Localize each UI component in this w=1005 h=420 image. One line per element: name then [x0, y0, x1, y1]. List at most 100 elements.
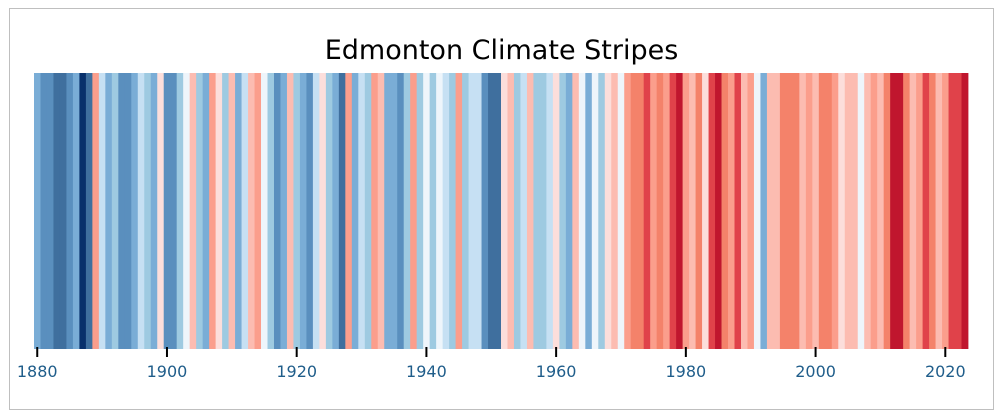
stripe-1954 — [513, 73, 521, 349]
stripe-1884 — [59, 73, 67, 349]
stripe-1955 — [520, 73, 528, 349]
stripe-1930 — [358, 73, 366, 349]
stripe-1899 — [157, 73, 165, 349]
stripe-1919 — [286, 73, 294, 349]
stripe-1911 — [235, 73, 242, 349]
stripe-1985 — [715, 73, 722, 349]
stripe-1962 — [565, 73, 573, 349]
stripe-2016 — [916, 73, 923, 349]
stripe-1979 — [676, 73, 684, 349]
stripe-1934 — [384, 73, 392, 349]
stripe-1959 — [546, 73, 554, 349]
x-tick-label-2000: 2000 — [795, 362, 836, 381]
stripe-1937 — [403, 73, 411, 349]
stripe-1925 — [325, 73, 333, 349]
stripe-1987 — [728, 73, 735, 349]
stripe-1977 — [663, 73, 671, 349]
stripe-2018 — [929, 73, 936, 349]
stripe-1938 — [410, 73, 418, 349]
stripe-1894 — [124, 73, 132, 349]
stripe-2023 — [961, 73, 969, 349]
stripe-1986 — [721, 73, 729, 349]
stripe-1922 — [306, 73, 314, 349]
stripe-1973 — [637, 73, 645, 349]
stripe-1889 — [92, 73, 100, 349]
stripe-1981 — [689, 73, 696, 349]
stripe-1902 — [176, 73, 184, 349]
stripe-1948 — [475, 73, 482, 349]
stripe-1915 — [261, 73, 268, 349]
stripe-2014 — [903, 73, 911, 349]
stripe-1913 — [248, 73, 255, 349]
stripe-1886 — [72, 73, 80, 349]
stripe-1887 — [79, 73, 87, 349]
x-tick-label-1940: 1940 — [406, 362, 447, 381]
stripe-1908 — [215, 73, 223, 349]
stripe-1997 — [792, 73, 800, 349]
x-tick-label-1960: 1960 — [536, 362, 577, 381]
stripe-2013 — [896, 73, 904, 349]
stripe-1963 — [572, 73, 580, 349]
stripe-2017 — [922, 73, 930, 349]
stripe-1900 — [163, 73, 171, 349]
stripe-1999 — [805, 73, 813, 349]
stripe-2015 — [909, 73, 917, 349]
stripe-2000 — [812, 73, 820, 349]
x-tick-label-1980: 1980 — [665, 362, 706, 381]
stripe-1912 — [241, 73, 249, 349]
stripe-1943 — [442, 73, 450, 349]
stripe-1983 — [702, 73, 709, 349]
stripe-1932 — [371, 73, 379, 349]
stripe-1904 — [189, 73, 197, 349]
stripe-1905 — [196, 73, 204, 349]
stripe-1952 — [501, 73, 508, 349]
stripe-1918 — [280, 73, 288, 349]
stripe-2009 — [870, 73, 878, 349]
stripe-2011 — [883, 73, 891, 349]
stripe-1903 — [183, 73, 191, 349]
stripe-1982 — [695, 73, 703, 349]
stripe-1944 — [449, 73, 456, 349]
stripe-1989 — [740, 73, 748, 349]
stripe-1909 — [222, 73, 229, 349]
stripe-1941 — [429, 73, 437, 349]
stripe-1998 — [799, 73, 807, 349]
stripe-1916 — [267, 73, 275, 349]
stripe-1960 — [552, 73, 560, 349]
stripe-1888 — [85, 73, 93, 349]
stripe-1996 — [786, 73, 794, 349]
stripe-1951 — [494, 73, 502, 349]
stripe-1969 — [611, 73, 619, 349]
stripe-1990 — [747, 73, 755, 349]
stripe-1942 — [436, 73, 444, 349]
stripe-1978 — [669, 73, 677, 349]
stripe-1881 — [40, 73, 48, 349]
stripe-1993 — [766, 73, 774, 349]
stripe-1972 — [630, 73, 638, 349]
stripe-1991 — [753, 73, 761, 349]
stripe-1975 — [650, 73, 658, 349]
stripe-1953 — [507, 73, 515, 349]
stripe-1927 — [338, 73, 346, 349]
stripe-1992 — [760, 73, 768, 349]
stripe-1961 — [559, 73, 567, 349]
stripe-1984 — [708, 73, 716, 349]
x-tick-label-1880: 1880 — [17, 362, 58, 381]
stripe-1880 — [34, 73, 41, 349]
stripe-1917 — [273, 73, 281, 349]
stripe-1920 — [293, 73, 301, 349]
stripe-1949 — [481, 73, 489, 349]
stripe-1931 — [364, 73, 372, 349]
stripe-1923 — [312, 73, 320, 349]
stripe-1945 — [455, 73, 463, 349]
stripes-group — [34, 73, 969, 349]
stripe-1883 — [53, 73, 61, 349]
stripe-2022 — [955, 73, 962, 349]
x-axis: 1880 1900 1920 1940 1960 1980 2000 2020 — [17, 347, 966, 381]
stripe-1896 — [137, 73, 145, 349]
stripe-1950 — [488, 73, 495, 349]
stripe-1891 — [105, 73, 113, 349]
stripe-2008 — [864, 73, 872, 349]
stripe-1971 — [624, 73, 632, 349]
